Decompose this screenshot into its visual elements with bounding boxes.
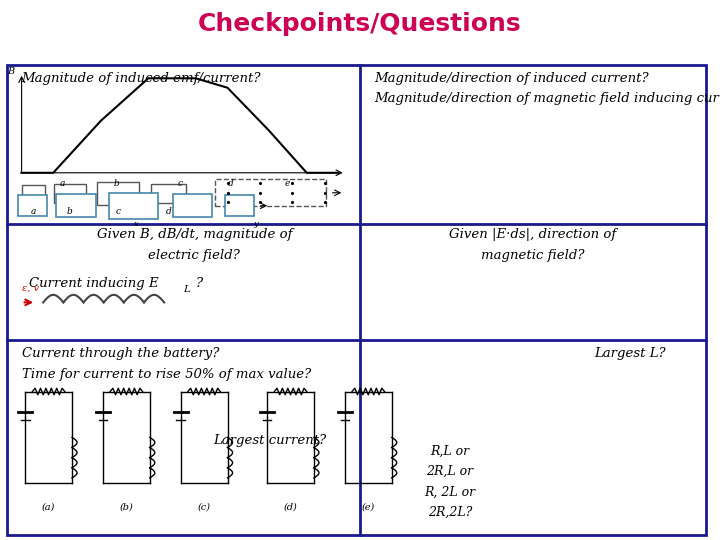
Text: Magnitude/direction of induced current?: Magnitude/direction of induced current? [374,72,649,85]
Text: 2R,2L?: 2R,2L? [428,506,472,519]
Text: L: L [184,286,191,294]
Text: c: c [116,207,120,216]
Text: B: B [7,66,14,76]
Text: Current inducing E: Current inducing E [29,277,158,290]
Text: x: x [135,220,139,228]
Text: Largest current?: Largest current? [213,434,327,447]
Text: c: c [178,179,182,188]
Text: ε, v: ε, v [22,284,40,293]
Text: Magnitude of induced emf/current?: Magnitude of induced emf/current? [22,72,261,85]
Text: ?: ? [196,277,203,290]
Bar [18,195,47,216]
Bar [97,182,139,205]
Text: R, 2L or: R, 2L or [424,485,476,498]
Text: electric field?: electric field? [148,249,240,262]
Text: magnetic field?: magnetic field? [481,249,585,262]
Text: (c): (c) [197,502,211,511]
Text: 2R,L or: 2R,L or [426,465,474,478]
Text: Time for current to rise 50% of max value?: Time for current to rise 50% of max valu… [22,368,311,381]
Text: Largest L?: Largest L? [594,347,666,360]
Text: a: a [60,179,66,188]
Bar [151,184,186,202]
Text: (b): (b) [120,502,133,511]
Text: Given |E·ds|, direction of: Given |E·ds|, direction of [449,228,616,241]
Bar [22,185,45,201]
Text: d: d [166,207,171,216]
Text: d: d [228,179,233,188]
Bar [215,179,326,206]
Bar [7,65,706,535]
Text: (e): (e) [361,502,375,511]
Text: (a): (a) [42,502,55,511]
Text: Current through the battery?: Current through the battery? [22,347,219,360]
Text: (d): (d) [284,502,297,511]
Bar [109,193,158,219]
Bar [225,195,254,216]
Text: Checkpoints/Questions: Checkpoints/Questions [198,12,522,36]
Text: b: b [67,207,73,216]
Text: R,L or: R,L or [431,444,469,457]
Text: a: a [30,207,36,216]
Text: e: e [285,179,290,188]
Bar [173,194,212,217]
Text: Magnitude/direction of magnetic field inducing current?: Magnitude/direction of magnetic field in… [374,92,720,105]
Text: Given B, dB/dt, magnitude of: Given B, dB/dt, magnitude of [96,228,292,241]
Bar [56,194,96,217]
Bar [54,184,86,202]
Text: b: b [114,179,120,188]
Text: y: y [253,220,258,228]
